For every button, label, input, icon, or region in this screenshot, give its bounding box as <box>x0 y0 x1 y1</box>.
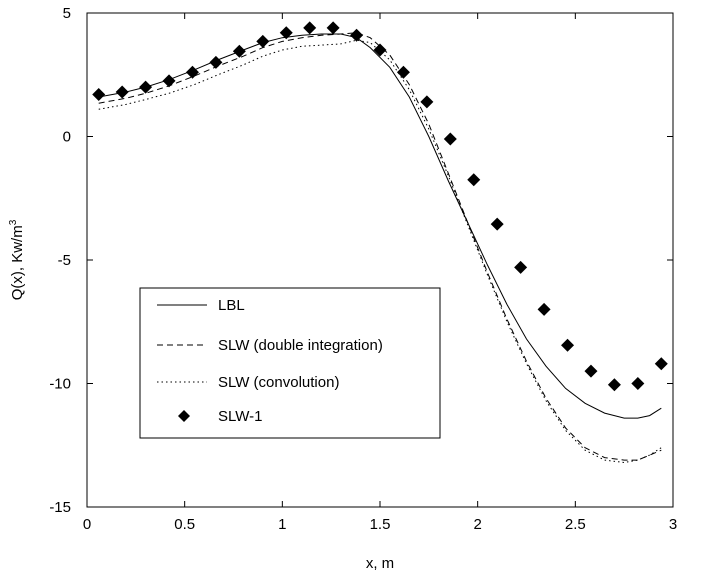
y-axis-title-superscript: 3 <box>8 219 19 225</box>
data-point-slw-1 <box>162 74 176 88</box>
data-point-slw-1 <box>279 26 293 40</box>
data-point-slw-1 <box>467 173 481 187</box>
x-tick-label: 1.5 <box>370 516 391 533</box>
y-tick-label: -15 <box>49 499 71 516</box>
series-line-slw-double-integration <box>98 32 662 461</box>
legend-marker-slw-1 <box>178 410 190 422</box>
x-tick-label: 0.5 <box>174 516 195 533</box>
data-point-slw-1 <box>396 65 410 79</box>
y-tick-label: -10 <box>49 376 71 393</box>
x-tick-label: 3 <box>669 516 677 533</box>
data-point-slw-1 <box>607 378 621 392</box>
legend-label-slw-1: SLW-1 <box>218 408 262 425</box>
data-point-slw-1 <box>654 357 668 371</box>
legend-label-slw-convolution: SLW (convolution) <box>218 374 339 391</box>
x-tick-label: 2 <box>473 516 481 533</box>
data-point-slw-1 <box>115 85 129 99</box>
legend-label-slw-double: SLW (double integration) <box>218 337 383 354</box>
data-point-slw-1 <box>139 80 153 94</box>
data-point-slw-1 <box>514 260 528 274</box>
data-point-slw-1 <box>209 55 223 69</box>
y-axis-title: Q(x), Kw/m3 <box>8 219 26 300</box>
data-point-slw-1 <box>185 65 199 79</box>
series-layer <box>92 21 668 464</box>
legend-label-lbl: LBL <box>218 297 245 314</box>
legend: LBL SLW (double integration) SLW (convol… <box>139 287 441 439</box>
y-tick-label: -5 <box>58 252 71 269</box>
data-point-slw-1 <box>537 302 551 316</box>
data-point-slw-1 <box>303 21 317 35</box>
data-point-slw-1 <box>561 338 575 352</box>
data-point-slw-1 <box>490 217 504 231</box>
data-point-slw-1 <box>350 28 364 42</box>
data-point-slw-1 <box>631 377 645 390</box>
data-point-slw-1 <box>92 88 106 102</box>
data-point-slw-1 <box>326 21 340 35</box>
data-point-slw-1 <box>420 95 434 109</box>
data-point-slw-1 <box>584 364 598 378</box>
data-point-slw-1 <box>373 43 387 57</box>
data-point-slw-1 <box>232 44 246 58</box>
x-tick-label: 2.5 <box>565 516 586 533</box>
legend-box <box>139 287 441 439</box>
x-tick-label: 0 <box>83 516 91 533</box>
axis-ticks <box>86 12 674 508</box>
y-tick-label: 0 <box>63 129 71 146</box>
tick-labels: 0 0.5 1 1.5 2 2.5 3 5 0 -5 -10 -15 <box>49 5 677 533</box>
y-axis-title-main: Q(x), Kw/m <box>9 225 26 300</box>
data-point-slw-1 <box>256 34 270 48</box>
x-axis-title: x, m <box>366 555 394 572</box>
data-point-slw-1 <box>443 132 457 146</box>
x-tick-label: 1 <box>278 516 286 533</box>
y-tick-label: 5 <box>63 5 71 22</box>
